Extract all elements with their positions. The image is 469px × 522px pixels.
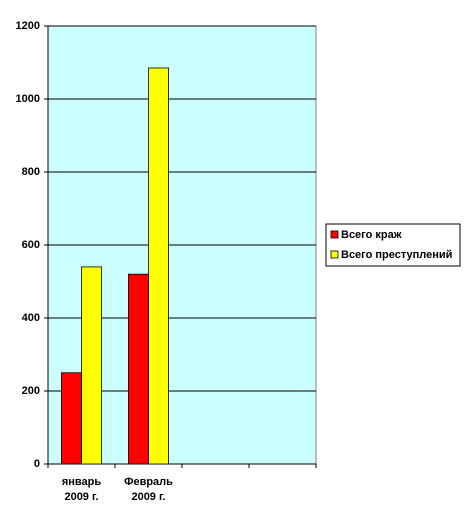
bar [81,266,103,465]
y-tick-label: 800 [22,166,40,178]
legend-swatch [330,230,339,239]
bar [61,372,82,465]
legend-label: Всего преступлений [341,249,452,261]
x-tick-label: январь 2009 г. [62,476,102,503]
legend-box [325,223,461,267]
legend-swatch [330,250,339,259]
y-tick-label: 0 [34,458,40,470]
bar [127,273,149,465]
y-tick-label: 1200 [16,20,40,32]
y-tick-label: 400 [22,312,40,324]
x-tick-label: Февраль 2009 г. [124,476,173,503]
y-tick-label: 600 [22,239,40,251]
y-tick-label: 1000 [16,93,40,105]
y-tick-label: 200 [22,385,40,397]
bar [148,67,170,465]
legend-label: Всего краж [341,229,402,241]
